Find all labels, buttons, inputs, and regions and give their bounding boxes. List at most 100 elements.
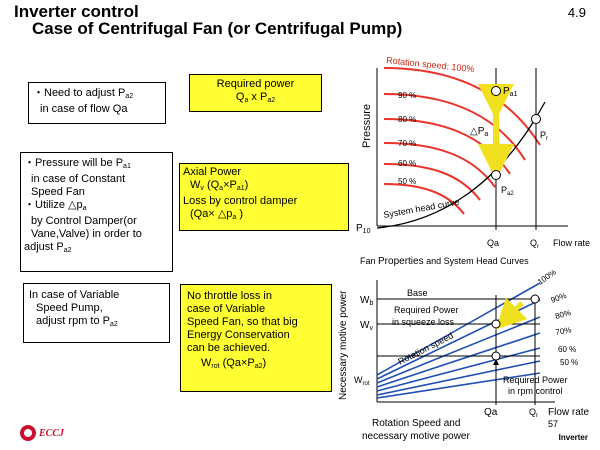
eccj-logo-text: ECCJ [39,427,65,439]
b3-line6: Vane,Valve) in order to [31,228,142,240]
bottom-caption-1: Rotation Speed and [372,418,460,429]
required-power-box: Required power Qa x Pa2 [189,74,322,112]
pct-70: 70% [555,325,572,337]
b4-line4-sub: a [232,214,237,221]
b3-line5: by Control Damper(or [31,215,137,227]
b6-line4: Energy Conservation [187,329,290,341]
b3-line3: Speed Fan [31,186,85,198]
wv-label: Wv [360,320,373,332]
b4-line3: Loss by control damper [183,195,298,207]
b4-line4-end: ) [236,208,244,220]
b4-q: (Q [203,179,220,191]
squeeze-label-2: in squeeze loss [392,317,455,327]
pct-90: 90% [550,291,568,305]
b2-xp: x P [248,91,268,103]
rotation-speed-text: Rotation speed [396,330,454,366]
power-line-60 [376,347,541,392]
b4-q-sub: a [219,185,224,192]
point-wb [530,294,540,304]
b3-line1-sub: a1 [123,163,131,170]
point-pr [531,114,541,124]
base-label: Base [407,288,428,298]
note-constant-speed: ・Pressure will be Pa1 in case of Constan… [20,152,173,272]
power-line-70 [376,332,541,388]
pa2-label: Pa2 [501,185,514,197]
b5-line3: adjust rpm to P [36,315,110,327]
top-qa-label: Qa [487,238,499,248]
pct-50: 50 % [560,358,578,367]
b5-line1: In case of Variable [29,289,120,301]
title-line1: Inverter control [14,2,139,21]
power-line-50 [376,360,541,396]
axial-power-box: Axial Power Wv (Qa×Pa1) Loss by control … [179,163,349,231]
point-pa2 [491,170,501,180]
point-wv [491,319,501,329]
slide-number: 4.9 [567,5,586,20]
bottom-qr-label: Qr [529,407,538,419]
b3-line2: in case of Constant [31,173,126,185]
b6-w: W [201,357,212,369]
b6-w-sub: rot [211,363,220,370]
b2-p-sub: a2 [267,97,276,104]
speed-label-90: 90 % [398,91,416,100]
rpm-label-2: in rpm control [508,386,563,396]
system-head-label: System head curve [383,197,461,220]
wb-label: Wb [360,295,373,307]
b3-line1: ・Pressure will be P [24,157,124,169]
b6-p-sub: a2 [254,363,263,370]
b5-line3-sub: a2 [109,321,118,328]
b4-close: ) [244,179,249,191]
bottom-x-label: Flow rate [548,407,590,418]
b3-line4-sub: a [82,205,87,212]
pct-100: 100% [536,268,558,287]
b1-line1: ・Need to adjust P [33,87,126,99]
b4-w-sub: v [200,185,204,192]
b6-line1: No throttle loss in [187,290,272,302]
b2-q: Q [235,91,245,103]
squeeze-arrow [495,297,528,330]
b6-qa: (Qa×P [219,357,255,369]
b5-line2: Speed Pump, [36,302,103,314]
page-number: 57 [548,419,558,429]
point-wrot [491,351,501,361]
top-x-label: Flow rate [553,238,590,248]
b3-line7: adjust P [24,241,64,253]
rpm-label-1: Required Power [503,375,568,385]
footer-label: Inverter [558,433,588,442]
pa1-label: Pa1 [503,86,518,98]
note-adjust-pa2: ・Need to adjust Pa2 in case of flow Qa [28,82,166,124]
top-qr-label: Qr [530,238,539,250]
b6-line5: can be achieved. [187,342,271,354]
top-chart-caption: Fan Properties and System Head Curves [360,256,529,267]
b2-q-sub: a [244,97,249,104]
bottom-qa-label: Qa [484,407,498,418]
fan-properties-chart: Pressure Rotation speed: 100% 90 % 80 % … [356,55,590,267]
system-head-curve [376,101,546,229]
b4-line1: Axial Power [183,166,242,178]
note-variable-speed: In case of Variable Speed Pump, adjust r… [23,283,170,343]
fan-curve-60 [383,163,481,201]
pr-label: Pr [540,130,548,142]
b2-line1: Required power [216,78,295,90]
bottom-caption-2: necessary motive power [362,431,470,442]
fan-curve-100 [383,67,541,146]
eccj-logo: ECCJ [20,425,64,441]
pct-60: 60 % [558,345,576,354]
speed-label-70: 70 % [398,139,416,148]
p10-label: P10 [356,223,371,235]
b4-line4: (Qa× △p [190,208,233,220]
motive-power-chart: Necessary motive power Wb Wv Wrot Base R… [338,268,590,442]
b3-line7-sub: a2 [63,247,72,254]
b6-line3: Speed Fan, so that big [187,316,298,328]
title-line2: Case of Centrifugal Fan (or Centrifugal … [32,19,403,38]
wrot-label: Wrot [354,375,370,387]
b6-line2: case of Variable [187,303,266,315]
b1-line1-sub: a2 [125,93,134,100]
b4-p-sub: a1 [236,185,245,192]
bottom-y-label: Necessary motive power [338,290,349,400]
system-head-text: System head curve [383,197,461,220]
eccj-logo-icon [20,425,36,441]
b4-p: ×P [223,179,237,191]
speed-label-60: 60 % [398,159,416,168]
b4-w: W [190,179,201,191]
